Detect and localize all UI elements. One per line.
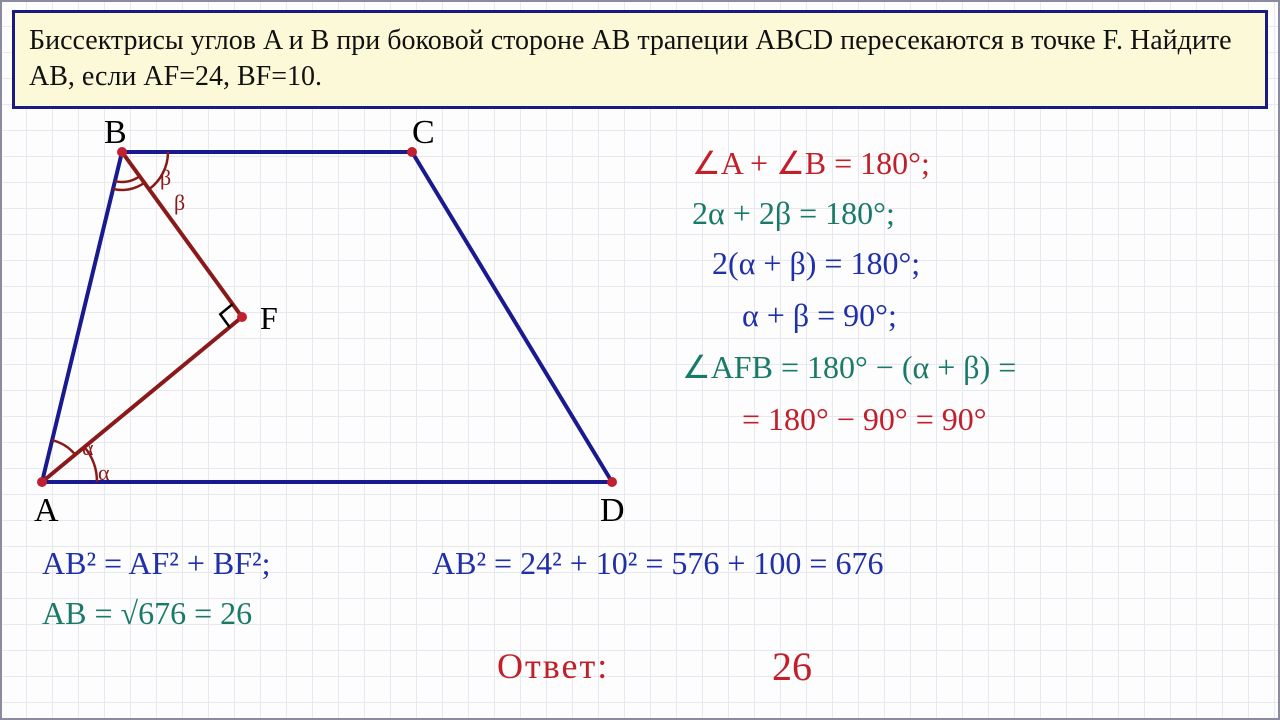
problem-statement: Биссектрисы углов A и B при боковой стор…	[12, 10, 1268, 109]
vertex-a-point	[37, 477, 47, 487]
angle-arc-b2	[113, 183, 144, 190]
alpha-label-2: α	[98, 460, 110, 486]
beta-label-1: β	[160, 165, 171, 191]
problem-text: Биссектрисы углов A и B при боковой стор…	[29, 25, 1232, 92]
point-f	[237, 312, 247, 322]
angle-arc-b1	[115, 176, 140, 182]
label-a: A	[34, 492, 59, 530]
angle-arc-a1	[52, 440, 75, 454]
label-b: B	[104, 114, 127, 152]
vertex-d-point	[607, 477, 617, 487]
bisector-af	[42, 317, 242, 482]
answer-value: 26	[772, 640, 812, 694]
label-d: D	[600, 492, 625, 530]
trapezoid-diagram: A B C D F α α β β	[12, 122, 632, 522]
step-6: = 180° − 90° = 90°	[742, 398, 987, 441]
step-4: α + β = 90°;	[742, 294, 897, 337]
step-7b: AB² = 24² + 10² = 576 + 100 = 676	[432, 542, 883, 585]
step-1: ∠A + ∠B = 180°;	[692, 142, 930, 185]
step-3: 2(α + β) = 180°;	[712, 242, 920, 285]
trapezoid-outline	[42, 152, 612, 482]
step-7a: AB² = AF² + BF²;	[42, 542, 271, 585]
beta-label-2: β	[174, 190, 185, 216]
label-f: F	[260, 300, 278, 337]
label-c: C	[412, 114, 435, 152]
step-2: 2α + 2β = 180°;	[692, 192, 895, 235]
step-8: AB = √676 = 26	[42, 592, 252, 635]
alpha-label-1: α	[82, 435, 94, 461]
step-5: ∠AFB = 180° − (α + β) =	[682, 346, 1016, 389]
answer-label: Ответ:	[497, 642, 609, 691]
